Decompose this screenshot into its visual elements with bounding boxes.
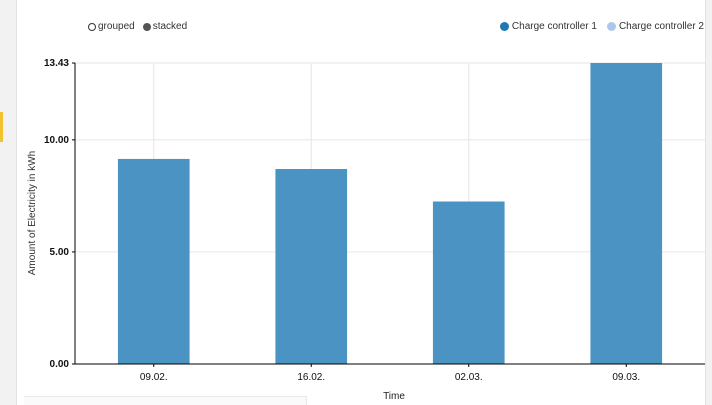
grouped-label: grouped [98,21,135,32]
y-tick-label: 13.43 [44,58,69,69]
x-axis-label: Time [383,391,405,402]
x-tick-label: 09.03. [612,372,640,383]
legend-label: Charge controller 1 [511,21,597,32]
x-tick-label: 16.02. [297,372,325,383]
bar-1-1[interactable] [117,158,190,364]
bar-1-4[interactable] [590,63,663,364]
axes [72,62,705,367]
legend-item-charge-controller-2[interactable]: Charge controller 2 [606,21,704,32]
x-tick-label: 02.03. [455,372,483,383]
stacked-option[interactable]: stacked [142,21,188,32]
grouped-option[interactable]: grouped [88,21,135,32]
stacked-label: stacked [152,21,188,32]
y-tick-label: 10.00 [44,135,69,146]
x-tick-label: 09.02. [140,372,168,383]
y-tick-label: 5.00 [50,247,70,258]
legend-swatch-icon[interactable] [499,22,509,31]
bottom-panel-strip [24,396,307,405]
stacked-radio-icon[interactable] [142,22,151,31]
grouped-radio-icon[interactable] [88,22,96,31]
chart-legend: Charge controller 1 Charge controller 2 [490,21,704,32]
bars [117,63,663,364]
left-edge-marker [0,112,3,142]
right-edge-panel [705,0,712,405]
bar-1-3[interactable] [432,201,505,364]
y-tick-labels: 0.00 5.00 10.00 13.43 [44,58,69,370]
legend-item-charge-controller-1[interactable]: Charge controller 1 [499,21,597,32]
x-tick-labels: 09.02. 16.02. 02.03. 09.03. [140,372,640,383]
legend-swatch-icon[interactable] [606,22,616,31]
bar-1-2[interactable] [275,169,348,364]
bar-mode-controls: grouped stacked [88,21,195,32]
left-edge-panel [0,0,17,405]
y-tick-label: 0.00 [50,359,70,370]
legend-label: Charge controller 2 [618,21,704,32]
y-axis-label: Amount of Electricity in kWh [27,151,38,275]
